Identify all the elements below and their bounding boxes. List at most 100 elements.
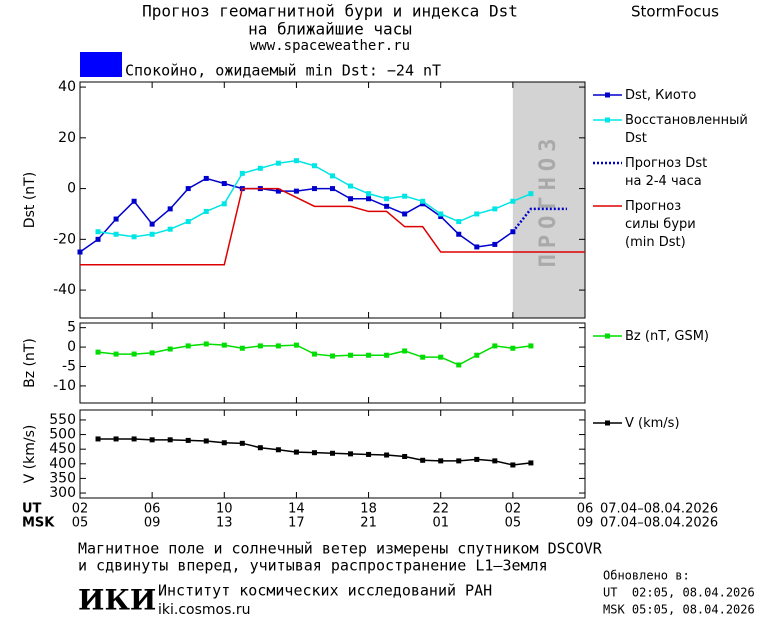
point	[402, 193, 408, 199]
x-tick-label: 09	[144, 516, 161, 531]
point	[131, 436, 137, 442]
point	[221, 440, 227, 446]
point	[420, 201, 426, 207]
point	[420, 354, 426, 360]
point	[77, 249, 83, 255]
title: Прогноз геомагнитной бури и индекса Dst	[142, 2, 518, 21]
point	[366, 352, 372, 358]
x-axis-dates: 07.04–08.04.2026	[600, 502, 718, 517]
point	[492, 343, 498, 349]
y-axis-label: Bz (nT)	[22, 338, 38, 388]
point	[167, 437, 173, 443]
point	[185, 343, 191, 349]
point	[95, 349, 101, 355]
point	[203, 208, 209, 214]
point	[185, 219, 191, 225]
updated: UT 02:05, 08.04.2026	[603, 586, 755, 600]
point	[402, 211, 408, 217]
point	[492, 206, 498, 212]
updated: Обновлено в:	[603, 569, 690, 583]
brand: StormFocus	[631, 3, 719, 21]
point	[167, 346, 173, 352]
status-box	[80, 52, 122, 77]
url: www.spaceweather.ru	[250, 38, 410, 54]
x-tick-label: 01	[432, 516, 449, 531]
point	[185, 437, 191, 443]
point	[149, 221, 155, 227]
point	[131, 351, 137, 357]
point	[366, 196, 372, 202]
point	[311, 186, 317, 192]
x-axis-dates: 07.04–08.04.2026	[600, 516, 718, 531]
legend-marker	[605, 92, 610, 98]
y-tick-label: -10	[53, 378, 76, 394]
point	[348, 451, 354, 457]
point	[348, 183, 354, 189]
point	[402, 348, 408, 354]
point	[311, 351, 317, 357]
point	[275, 447, 281, 453]
point	[528, 343, 534, 349]
point	[366, 191, 372, 197]
updated: MSK 05:05, 08.04.2026	[603, 603, 755, 617]
series-line	[511, 207, 567, 233]
point	[275, 188, 281, 194]
plot-frame	[79, 81, 586, 319]
point	[420, 198, 426, 204]
point	[456, 219, 462, 225]
legend-label: Прогноз Dst на 2-4 часа	[625, 156, 707, 189]
point	[95, 236, 101, 242]
point	[438, 458, 444, 464]
x-axis-label: MSK	[22, 516, 55, 531]
point	[293, 449, 299, 455]
y-tick-label: 40	[58, 79, 76, 95]
point	[131, 198, 137, 204]
point	[311, 450, 317, 456]
x-tick-label: 18	[360, 502, 377, 517]
point	[384, 352, 390, 358]
y-tick-label: 300	[49, 485, 76, 501]
point	[257, 343, 263, 349]
point	[438, 211, 444, 217]
point	[95, 436, 101, 442]
point	[438, 213, 444, 219]
point	[330, 353, 335, 359]
plot-frame	[79, 322, 586, 404]
point	[456, 231, 462, 237]
x-tick-label: 06	[577, 502, 594, 517]
y-tick-label: 550	[49, 412, 76, 428]
status: Спокойно, ожидаемый min Dst: −24 nT	[125, 62, 441, 80]
y-tick-label: 400	[49, 456, 76, 472]
legend-marker	[605, 333, 610, 339]
y-tick-label: 20	[58, 130, 76, 146]
point	[239, 440, 245, 446]
point	[221, 181, 227, 187]
point	[221, 201, 227, 207]
point	[203, 341, 209, 347]
x-tick-label: 21	[360, 516, 377, 531]
point	[185, 186, 191, 192]
legend-label: Прогноз силы бури (min Dst)	[625, 199, 696, 250]
point	[149, 437, 155, 443]
series-line	[80, 187, 585, 266]
legend-marker	[605, 117, 610, 123]
forecast-label: ПРОГНОЗ	[536, 133, 561, 268]
point	[456, 362, 462, 368]
x-tick-label: 13	[216, 516, 233, 531]
point	[293, 188, 299, 194]
legend-label: Восстановленный Dst	[625, 113, 748, 146]
point	[474, 352, 480, 358]
y-tick-label: 500	[49, 427, 76, 443]
y-tick-label: 0	[67, 181, 76, 197]
y-tick-label: 450	[49, 441, 76, 457]
plot-frame	[79, 409, 586, 499]
point	[384, 452, 390, 458]
point	[438, 354, 444, 360]
x-tick-label: 09	[577, 516, 594, 531]
point	[420, 457, 426, 463]
point	[474, 211, 480, 217]
y-tick-label: -20	[53, 231, 76, 247]
y-tick-label: 350	[49, 470, 76, 486]
point	[510, 198, 516, 204]
x-tick-label: 02	[505, 502, 522, 517]
